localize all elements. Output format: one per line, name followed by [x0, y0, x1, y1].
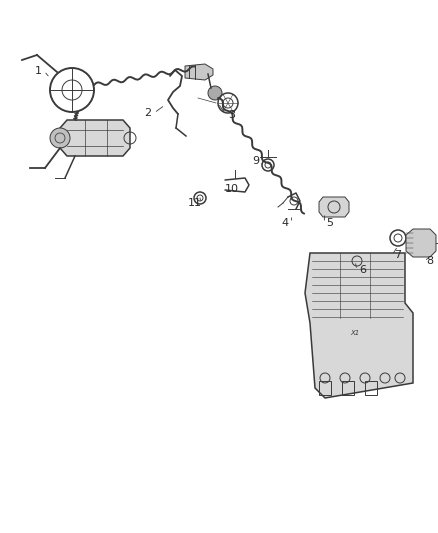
Text: 8: 8 — [427, 256, 434, 266]
Text: 3: 3 — [229, 110, 236, 120]
Text: 4: 4 — [282, 218, 289, 228]
Text: 11: 11 — [188, 198, 202, 208]
Circle shape — [208, 86, 222, 100]
Circle shape — [50, 128, 70, 148]
Polygon shape — [60, 120, 130, 156]
Text: 9: 9 — [252, 156, 260, 166]
Text: 10: 10 — [225, 184, 239, 194]
Polygon shape — [319, 197, 349, 217]
Polygon shape — [305, 253, 413, 398]
Text: X1: X1 — [350, 330, 360, 336]
Text: 7: 7 — [395, 250, 402, 260]
Text: 2: 2 — [145, 108, 152, 118]
Text: 1: 1 — [35, 66, 42, 76]
Text: 6: 6 — [360, 265, 367, 275]
Polygon shape — [185, 64, 213, 80]
Text: 5: 5 — [326, 218, 333, 228]
Polygon shape — [406, 229, 436, 257]
